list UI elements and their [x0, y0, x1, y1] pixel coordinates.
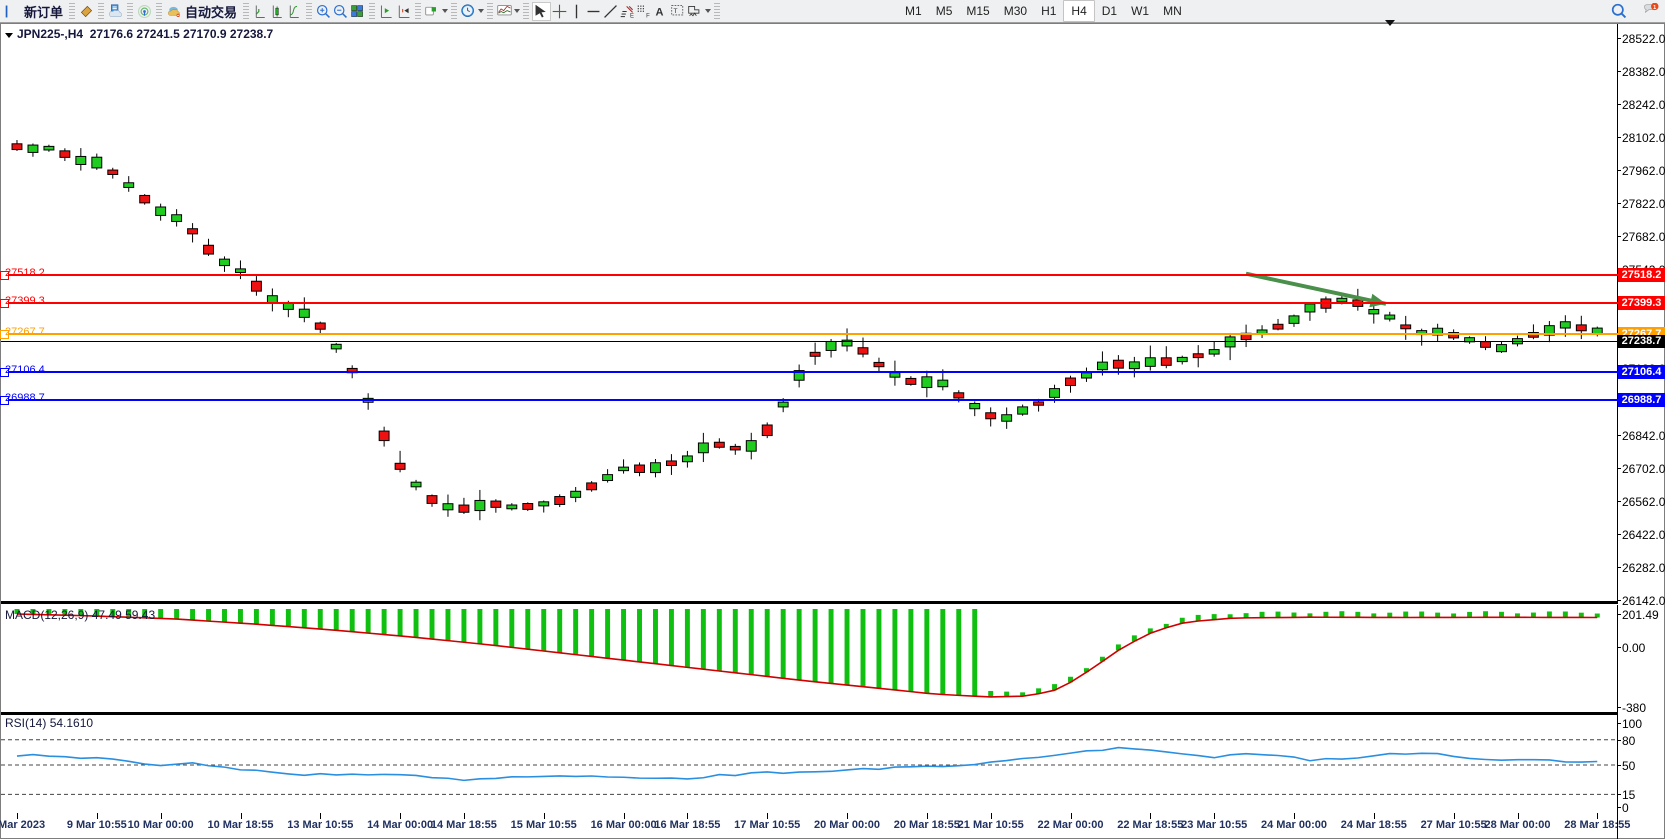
svg-text:E: E: [630, 13, 634, 19]
svg-text:1: 1: [1653, 4, 1656, 10]
svg-text:F: F: [646, 13, 650, 19]
svg-text:A: A: [656, 6, 664, 18]
svg-text:T: T: [673, 8, 677, 15]
